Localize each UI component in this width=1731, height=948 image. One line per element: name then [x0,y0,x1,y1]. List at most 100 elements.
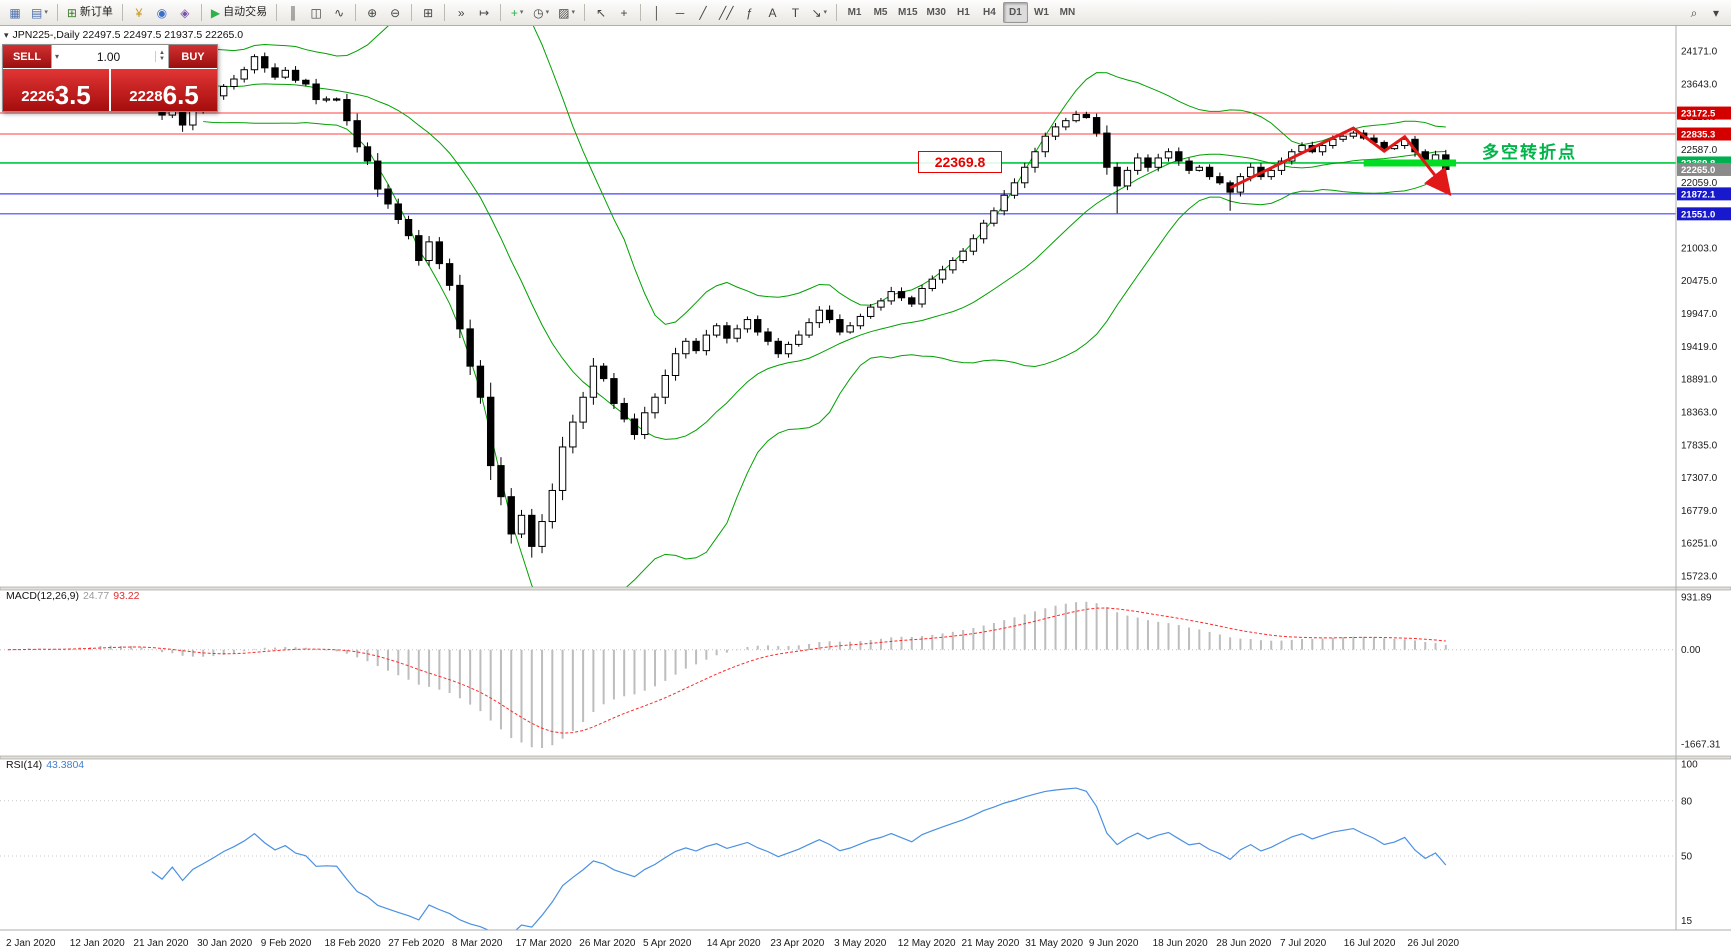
community-button[interactable]: ◈ [180,5,190,20]
time-axis-label: 31 May 2020 [1025,938,1083,948]
sell-price-button[interactable]: 2226 3.5 [3,69,111,111]
volume-dropdown-icon[interactable]: ▾ [55,52,60,61]
sell-button[interactable]: SELL [3,45,51,68]
pane-separator[interactable] [0,755,1731,760]
buy-price-big-digits: 6.5 [162,79,199,110]
volume-decrease-button[interactable]: ▼ [159,55,165,62]
tf-m30-button[interactable]: M30 [926,6,946,18]
toolbar-separator [411,4,413,21]
buy-button[interactable]: BUY [169,45,217,68]
toolbar-groups: ▦ ▤ ▾ ⊞ 新订单 ¥ ◉ ◈ ▶ 自动交易 ║ ◫ ∿ ⊕ ⊖ ⊞» ↦ + ▾ ◷ ▾ ▨ ▾ ↖ + │ ─ ╱ ╱╱ ƒ A T ↘… [4,2,1683,23]
buy-price-text: 2228 [129,88,163,105]
time-axis-label: 21 May 2020 [962,938,1020,948]
macd-axis-label: -1667.31 [1681,740,1721,751]
rsi-value: 43.3804 [46,759,85,771]
auto-trading-button[interactable]: ▶ 自动交易 [210,5,268,20]
cursor-button[interactable]: ↖ [595,5,607,20]
toolbar: ▦ ▤ ▾ ⊞ 新订单 ¥ ◉ ◈ ▶ 自动交易 ║ ◫ ∿ ⊕ ⊖ ⊞» ↦ + ▾ ◷ ▾ ▨ ▾ ↖ + │ ─ ╱ ╱╱ ƒ A T ↘… [0,0,1731,26]
price-chart-canvas[interactable]: 24171.023643.023115.022587.022059.021531… [0,26,1731,948]
toolbar-separator [500,4,502,21]
volume-input[interactable]: ▾ 1.00 ▲ ▼ [51,45,169,68]
chart-profiles-button[interactable]: ▤ ▾ [31,5,48,20]
tf-h4-button[interactable]: H4 [983,6,996,18]
tf-m15-button[interactable]: M15 [898,6,918,18]
zoom-in-button[interactable]: ⊕ [367,5,378,20]
toolbar-separator [640,4,642,21]
candlestick-mode-button[interactable]: ◫ [310,5,322,20]
time-scale[interactable] [0,931,1731,948]
price-level-annotation[interactable]: 22369.8 [918,151,1002,173]
new-order-button[interactable]: ⊞ 新订单 [66,5,113,20]
price-axis-label: 16779.0 [1681,506,1718,517]
price-axis-label: 21003.0 [1681,243,1718,254]
time-axis-label: 7 Jul 2020 [1280,938,1327,948]
price-axis-label: 15723.0 [1681,572,1718,583]
periods-button[interactable]: ◷ ▾ [533,5,550,20]
one-click-collapse-icon[interactable]: ▾ [4,29,9,40]
price-axis-label: 18363.0 [1681,407,1718,418]
trendline-button[interactable]: ╱ [699,5,707,20]
auto-scroll-button[interactable]: » [457,5,465,20]
crosshair-button[interactable]: + [620,5,628,20]
text-button[interactable]: A [768,5,777,20]
candlestick-series [4,52,1450,558]
volume-increase-button[interactable]: ▲ [159,50,165,56]
volume-stepper: ▲ ▼ [155,50,168,62]
fibonacci-button[interactable]: ƒ [746,5,753,20]
time-axis-label: 9 Feb 2020 [261,938,312,948]
price-scale[interactable] [1677,26,1731,930]
chart-shift-button[interactable]: ↦ [479,5,490,20]
toolbar-right: ⌕ ▾ [1683,2,1727,23]
price-axis-label: 19419.0 [1681,342,1718,353]
tile-windows-button[interactable]: ⊞ [423,5,434,20]
price-axis-label: 19947.0 [1681,309,1718,320]
vertical-line-button[interactable]: │ [653,5,661,20]
sell-price-text: 2226 [21,88,55,105]
text-label-button[interactable]: T [791,5,800,20]
zoom-out-button[interactable]: ⊖ [390,5,401,20]
tf-w1-button[interactable]: W1 [1033,6,1049,18]
search-button[interactable]: ⌕ [1690,5,1698,20]
turning-point-annotation[interactable]: 多空转折点 [1482,143,1577,162]
pane-separator[interactable] [0,586,1731,591]
trend-arrow[interactable] [1229,126,1452,197]
macd-title: MACD(12,26,9) [6,590,79,602]
deposit-button[interactable]: ¥ [135,5,143,20]
tf-mn-button[interactable]: MN [1059,6,1076,18]
equidistant-channel-button[interactable]: ╱╱ [719,5,734,20]
line-chart-mode-button[interactable]: ∿ [334,5,345,20]
new-chart-button[interactable]: ▦ [9,5,21,20]
time-axis-label: 2 Jan 2020 [6,938,56,948]
bollinger-bands [203,26,1446,587]
time-axis-label: 12 Jan 2020 [70,938,125,948]
one-click-trading-panel: SELL ▾ 1.00 ▲ ▼ BUY 2226 3.5 2228 6.5 [2,44,218,112]
time-axis-label: 9 Jun 2020 [1089,938,1139,948]
price-tag [1677,162,1731,176]
ohlc-readout: ▾ JPN225-,Daily 22497.5 22497.5 21937.5 … [4,29,243,41]
toolbar-separator [836,4,838,21]
price-tag [1677,207,1731,221]
buy-price-button[interactable]: 2228 6.5 [111,69,217,111]
time-axis-label: 17 Mar 2020 [516,938,573,948]
time-axis-label: 18 Jun 2020 [1153,938,1208,948]
price-axis-label: 20475.0 [1681,276,1718,287]
tf-d1-button[interactable]: D1 [1002,2,1028,23]
time-axis-label: 16 Jul 2020 [1344,938,1396,948]
time-axis-label: 21 Jan 2020 [133,938,188,948]
rsi-label: RSI(14) 43.3804 [6,759,84,771]
templates-button[interactable]: ▨ ▾ [558,5,576,20]
price-tag [1677,187,1731,201]
horizontal-line-button[interactable]: ─ [675,5,685,20]
tf-h1-button[interactable]: H1 [957,6,970,18]
bar-chart-mode-button[interactable]: ║ [288,5,298,20]
indicators-button[interactable]: + ▾ [510,5,524,20]
toolbar-separator [276,4,278,21]
price-axis-label: 17835.0 [1681,440,1718,451]
arrows-button[interactable]: ↘ ▾ [811,5,828,20]
price-axis-label: 17307.0 [1681,473,1718,484]
accounts-button[interactable]: ◉ [156,5,168,20]
tf-m1-button[interactable]: M1 [847,6,862,18]
tf-m5-button[interactable]: M5 [873,6,888,18]
toolbar-overflow-button[interactable]: ▾ [1712,5,1720,20]
